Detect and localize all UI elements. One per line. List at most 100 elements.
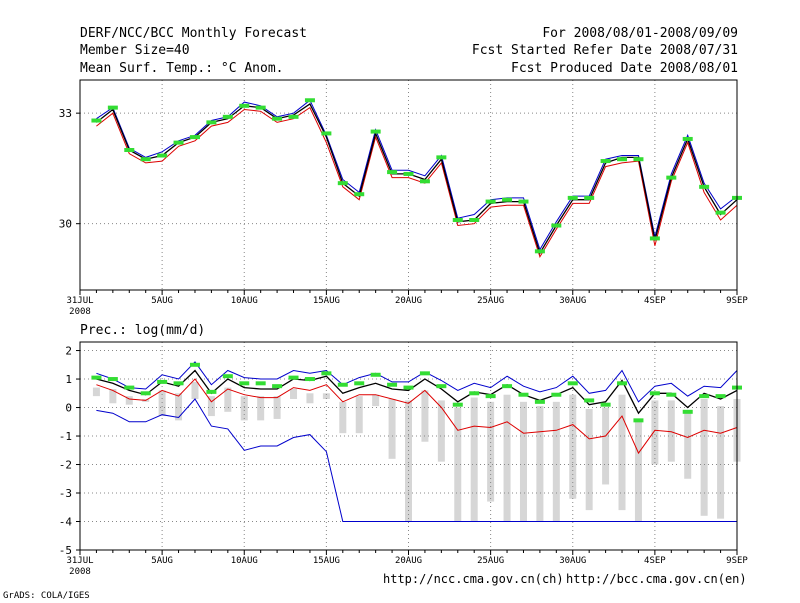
forecast-period: For 2008/08/01-2008/09/09	[542, 26, 738, 41]
panel1-observed-marker	[666, 175, 677, 180]
panel1-observed-marker	[403, 171, 414, 176]
panel2-spread-bar	[536, 406, 544, 522]
panel1-x-tick-label: 30AUG	[559, 296, 586, 306]
panel2-x-tick-label: 15AUG	[313, 556, 340, 566]
panel1-observed-marker	[157, 153, 168, 158]
panel1-observed-marker	[584, 195, 595, 200]
panel2-spread-bar	[405, 400, 412, 522]
panel1-observed-marker	[600, 159, 611, 164]
panel2-observed-marker	[485, 394, 496, 399]
panel2-spread-bar	[454, 407, 462, 522]
panel2-observed-marker	[715, 394, 726, 399]
panel2-spread-bar	[585, 408, 593, 511]
panel2-spread-bar	[684, 410, 692, 479]
panel2-spread-bar	[191, 381, 199, 399]
panel1-observed-marker	[469, 218, 480, 222]
panel2-spread-bar	[273, 396, 281, 419]
panel2-y-tick-label: 1	[65, 373, 72, 386]
panel1-observed-marker	[633, 157, 644, 162]
panel1-lower-line	[96, 106, 738, 259]
panel2-observed-marker	[222, 374, 233, 379]
panel2-observed-marker	[337, 382, 348, 387]
panel2-spread-bar	[240, 396, 248, 421]
panel2-spread-bar	[109, 389, 117, 404]
panel1-observed-marker	[124, 148, 135, 152]
panel2-observed-marker	[173, 381, 184, 386]
panel2-observed-marker	[502, 384, 513, 389]
panel2-observed-marker	[239, 381, 250, 386]
panel2-spread-bar	[175, 393, 183, 421]
panel2-observed-marker	[157, 379, 168, 384]
panel1-observed-marker	[682, 136, 693, 141]
panel2-observed-marker	[91, 375, 102, 380]
panel1-observed-marker	[370, 129, 381, 134]
panel1-x-tick-label: 20AUG	[395, 296, 422, 306]
panel1-observed-marker	[715, 210, 726, 215]
panel1-x-tick-label: 25AUG	[477, 296, 504, 306]
panel2-observed-marker	[354, 381, 365, 386]
panel2-observed-marker	[666, 392, 677, 397]
panel1-observed-marker	[518, 199, 529, 204]
panel1-observed-marker	[337, 181, 348, 186]
panel2-y-tick-label: -1	[59, 430, 72, 443]
panel2-lower-line	[96, 378, 738, 455]
panel1-x-tick-label: 5AUG	[151, 296, 173, 306]
panel1-observed-marker	[304, 98, 315, 103]
panel2-observed-marker	[140, 391, 151, 396]
variable-label: Mean Surf. Temp.: °C Anom.	[80, 61, 284, 76]
panel2-spread-bar	[487, 401, 495, 502]
panel2-x-tick-label: 25AUG	[477, 556, 504, 566]
panel1-x-tick-label: 15AUG	[313, 296, 340, 306]
panel1-observed-marker	[189, 135, 200, 140]
panel2-x-tick-label: 30AUG	[559, 556, 586, 566]
panel1-observed-marker	[502, 197, 513, 202]
panel2-observed-marker	[633, 418, 644, 423]
panel2-y-tick-label: 0	[65, 402, 72, 415]
panel2-spread-bar	[290, 389, 298, 399]
panel2-spread-bar	[700, 398, 708, 516]
panel2-observed-marker	[600, 402, 611, 407]
panel2-spread-bar	[257, 396, 265, 421]
panel1-x-tick-label: 9SEP	[726, 296, 748, 306]
panel2-observed-marker	[255, 381, 266, 386]
panel2-observed-marker	[419, 371, 430, 376]
panel1-observed-marker	[551, 223, 562, 228]
panel2-spread-bar	[224, 387, 232, 412]
panel2-observed-marker	[534, 399, 545, 404]
panel2-spread-bar	[667, 400, 675, 462]
panel2-observed-marker	[304, 377, 315, 382]
panel2-spread-bar	[158, 390, 166, 417]
panel1-observed-marker	[699, 184, 710, 189]
panel1-observed-marker	[91, 118, 102, 123]
panel2-spread-bar	[634, 418, 642, 522]
panel2-spread-bar	[207, 396, 215, 417]
panel2-observed-marker	[469, 391, 480, 396]
panel1-observed-marker	[222, 114, 233, 119]
panel2-x-tick-label: 5AUG	[151, 556, 173, 566]
panel2-spread-bar	[372, 394, 380, 407]
panel2-observed-marker	[649, 391, 660, 396]
panel2-observed-marker	[617, 381, 628, 386]
panel1-year-label: 2008	[69, 307, 91, 317]
panel1-observed-marker	[452, 218, 463, 222]
panel2-spread-bar	[470, 397, 478, 522]
panel2-observed-marker	[551, 392, 562, 397]
panel2-title: Prec.: log(mm/d)	[80, 323, 205, 338]
panel1-x-tick-label: 31JUL	[66, 296, 93, 306]
bcc-url-link[interactable]: http://bcc.cma.gov.cn(en)	[566, 572, 747, 586]
panel2-spread-bar	[339, 401, 347, 434]
panel2-y-tick-label: -4	[59, 516, 73, 529]
panel2-spread-bar	[717, 406, 725, 519]
panel2-spread-bar	[355, 396, 363, 434]
panel2-observed-marker	[124, 385, 135, 390]
panel2-observed-marker	[272, 384, 283, 389]
panel2-spread-bar	[125, 396, 133, 405]
panel2-spread-bar	[437, 400, 445, 462]
ncc-url-link[interactable]: http://ncc.cma.gov.cn(ch)	[383, 572, 564, 586]
panel2-x-tick-label: 20AUG	[395, 556, 422, 566]
panel2-spread-bar	[306, 393, 314, 404]
panel2-observed-marker	[518, 392, 529, 397]
panel2-observed-marker	[370, 372, 381, 377]
panel2-upper-line	[96, 361, 738, 403]
panel2-spread-bar	[519, 401, 527, 522]
